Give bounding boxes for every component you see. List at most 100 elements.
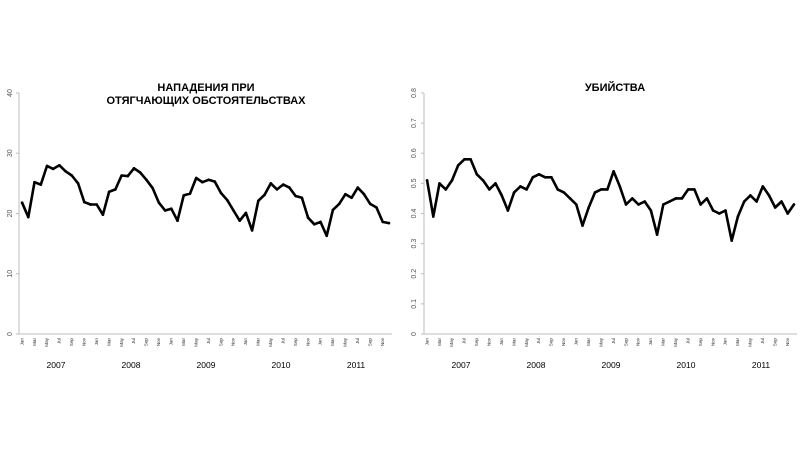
month-tick-label: May — [119, 337, 124, 346]
data-point — [27, 215, 30, 219]
data-point — [226, 198, 229, 202]
data-point — [587, 206, 590, 209]
data-point — [425, 179, 429, 182]
data-point — [525, 188, 528, 191]
month-tick-label: Jul — [760, 338, 765, 344]
data-point — [730, 239, 733, 242]
data-point — [89, 203, 92, 206]
month-tick-label: Jul — [131, 338, 136, 344]
month-tick-label: Sep — [698, 338, 703, 347]
data-point — [792, 203, 796, 206]
month-tick-label: Nov — [561, 337, 566, 346]
month-tick-label: May — [343, 337, 348, 346]
data-point — [456, 164, 460, 167]
month-tick-label: Jul — [57, 338, 62, 344]
y-tick-label: 0 — [411, 332, 418, 336]
month-tick-label: Mar — [330, 338, 335, 346]
month-tick-label: Sep — [772, 338, 777, 347]
data-point — [126, 174, 130, 178]
year-label: 2011 — [347, 360, 366, 370]
month-tick-label: Jul — [280, 338, 285, 344]
data-point — [438, 182, 441, 185]
month-tick-label: Sep — [144, 338, 149, 347]
data-point — [637, 203, 640, 206]
month-tick-label: Nov — [156, 337, 161, 346]
data-point — [749, 194, 752, 197]
month-tick-label: Nov — [81, 337, 86, 346]
data-point — [631, 197, 634, 200]
month-tick-label: Jul — [462, 338, 467, 344]
month-tick-label: Sep — [623, 338, 628, 347]
data-point — [674, 197, 678, 200]
data-point — [450, 179, 454, 182]
month-tick-label: Jan — [723, 338, 728, 346]
month-tick-label: Jan — [19, 338, 24, 346]
month-tick-label: Nov — [380, 337, 385, 346]
month-tick-label: Sep — [293, 338, 298, 347]
data-point — [381, 220, 385, 224]
month-tick-label: Nov — [785, 337, 790, 346]
y-tick-label: 0.6 — [411, 148, 418, 158]
data-point — [263, 193, 266, 197]
year-label: 2011 — [752, 360, 771, 370]
month-tick-label: Sep — [549, 338, 554, 347]
data-point — [606, 188, 609, 191]
month-tick-label: Jan — [318, 338, 323, 346]
data-point — [151, 186, 154, 190]
year-label: 2009 — [602, 360, 621, 370]
data-point — [207, 178, 210, 182]
data-point — [356, 186, 360, 189]
data-point — [581, 224, 584, 227]
data-point — [432, 215, 435, 218]
data-point — [662, 203, 665, 206]
data-point — [188, 192, 192, 195]
data-point — [786, 212, 789, 215]
month-tick-label: Jul — [611, 338, 616, 344]
data-point — [618, 185, 622, 188]
data-point — [761, 185, 765, 188]
data-point — [755, 200, 758, 203]
data-point — [575, 203, 578, 206]
month-tick-label: Jan — [169, 338, 174, 346]
month-tick-label: Nov — [486, 337, 491, 346]
data-point — [51, 167, 55, 171]
data-point — [138, 171, 142, 174]
data-point — [182, 194, 185, 197]
data-point — [593, 191, 597, 194]
data-point — [319, 220, 322, 224]
data-point — [780, 200, 783, 203]
data-point — [649, 209, 653, 212]
data-point — [668, 200, 671, 203]
data-point — [655, 233, 659, 236]
data-point — [201, 180, 204, 184]
data-point — [257, 199, 260, 203]
data-point — [232, 209, 235, 212]
data-point — [562, 191, 566, 194]
data-point — [705, 197, 709, 200]
data-point — [494, 182, 497, 185]
month-tick-label: Jan — [243, 338, 248, 346]
data-point — [194, 176, 198, 180]
year-label: 2007 — [47, 360, 66, 370]
chart-title-line: УБИЙСТВА — [585, 81, 645, 94]
y-tick-label: 0.4 — [411, 209, 418, 219]
data-point — [294, 194, 297, 198]
year-label: 2010 — [272, 360, 291, 370]
y-tick-label: 40 — [7, 89, 14, 97]
data-point — [163, 209, 167, 212]
month-tick-label: Nov — [710, 337, 715, 346]
data-point — [718, 212, 721, 215]
data-point — [742, 200, 746, 203]
data-point — [157, 201, 161, 204]
data-point — [550, 176, 553, 179]
year-label: 2009 — [197, 360, 216, 370]
month-tick-label: May — [449, 337, 454, 346]
data-point — [45, 164, 49, 168]
month-tick-label: Nov — [636, 337, 641, 346]
y-tick-label: 0 — [7, 332, 14, 336]
data-point — [724, 209, 727, 212]
month-tick-label: May — [524, 337, 529, 346]
month-tick-label: May — [268, 337, 273, 346]
data-point — [463, 158, 466, 161]
